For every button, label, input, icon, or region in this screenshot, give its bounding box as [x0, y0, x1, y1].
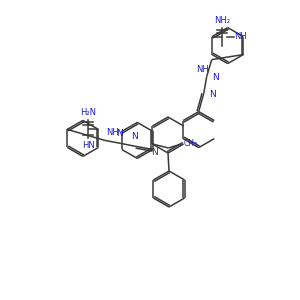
- Text: NH: NH: [234, 32, 247, 41]
- Text: NH: NH: [106, 128, 119, 137]
- Text: HN: HN: [82, 141, 95, 150]
- Text: N: N: [212, 73, 218, 82]
- Text: NH: NH: [196, 64, 209, 74]
- Text: H₂N: H₂N: [80, 108, 97, 117]
- Text: CH₃: CH₃: [183, 139, 197, 148]
- Text: N: N: [131, 132, 138, 141]
- Text: NH₂: NH₂: [214, 16, 230, 25]
- Text: N: N: [209, 90, 215, 99]
- Text: N: N: [151, 148, 158, 157]
- Text: N: N: [116, 129, 123, 138]
